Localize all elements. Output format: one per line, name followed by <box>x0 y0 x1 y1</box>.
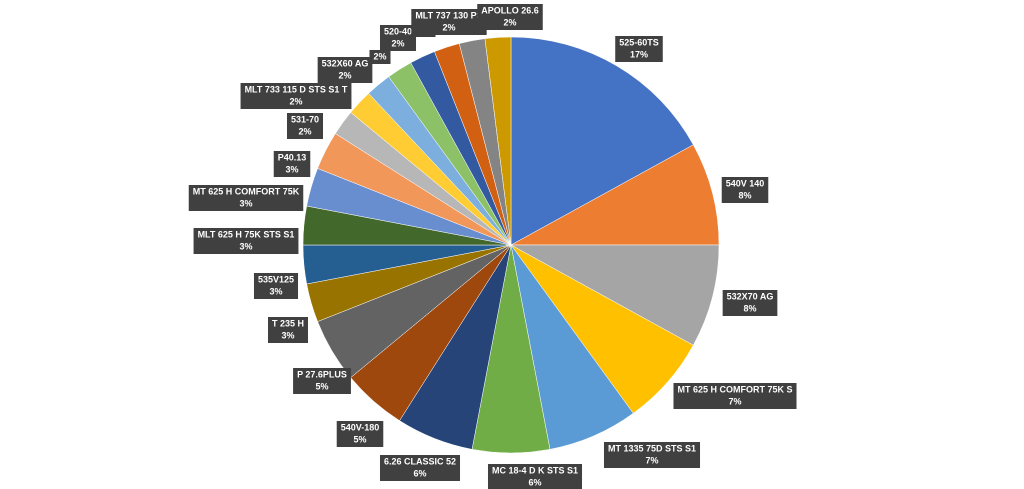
data-label-box <box>487 464 583 489</box>
data-label-value: 8% <box>743 303 756 313</box>
data-label-box <box>273 151 311 177</box>
data-label-box <box>317 57 373 83</box>
data-label-value: 2% <box>391 38 404 48</box>
data-label-category: MT 625 H COMFORT 75K S <box>677 384 792 394</box>
data-label-category: MLT 737 130 PS <box>415 10 482 20</box>
data-label: MLT 737 130 PS 2% <box>411 9 487 35</box>
data-label: 535V125 3% <box>253 273 299 299</box>
data-label-value: 7% <box>645 455 658 465</box>
data-label-value: 3% <box>281 330 294 340</box>
data-label: MT 1335 75D STS S1 7% <box>603 442 701 468</box>
data-label-value: 6% <box>528 477 541 487</box>
data-label-category: 531-70 <box>291 114 319 124</box>
data-label: APOLLO 26.6 2% <box>477 4 543 30</box>
data-label-category: MT 1335 75D STS S1 <box>608 443 696 453</box>
data-label-value: 3% <box>285 164 298 174</box>
data-label: 531-70 2% <box>286 113 324 139</box>
data-label-value: 2% <box>373 51 386 61</box>
pie-slice <box>510 144 720 246</box>
data-label-value: 5% <box>353 434 366 444</box>
pie-slice <box>510 36 694 246</box>
data-label: 520-40 2% <box>379 25 417 51</box>
data-label-category: MC 18-4 D K STS S1 <box>492 465 578 475</box>
data-label-value: 6% <box>413 468 426 478</box>
data-label-box <box>411 9 487 35</box>
data-label-value: 17% <box>630 49 648 59</box>
data-label-box <box>286 113 324 139</box>
data-label: P 27.6PLUS 5% <box>293 368 351 394</box>
data-label-box <box>240 83 352 109</box>
data-label: T 235 H 3% <box>267 317 309 343</box>
data-label-box <box>721 177 769 203</box>
data-label-category: 6.26 CLASSIC 52 <box>384 456 456 466</box>
data-label-box <box>379 25 417 51</box>
data-label-box <box>477 4 543 30</box>
data-label: 532X60 AG 2% <box>317 57 373 83</box>
data-label-box <box>267 317 309 343</box>
data-label-value: 3% <box>239 198 252 208</box>
data-label: 532X70 AG 8% <box>722 290 778 316</box>
data-label-category: 532X70 AG <box>727 291 774 301</box>
data-label: MLT 625 H 75K STS S1 3% <box>193 228 299 254</box>
data-label-category: P 27.6PLUS <box>297 369 347 379</box>
data-label-value: 2% <box>442 22 455 32</box>
data-label-value: 5% <box>315 381 328 391</box>
data-label-category: 525-60TS <box>619 37 659 47</box>
data-label-value: 2% <box>289 96 302 106</box>
data-label: 6.26 CLASSIC 52 6% <box>379 455 461 481</box>
data-label-box <box>603 442 701 468</box>
data-label-category: 520-40 <box>384 26 412 36</box>
data-label-category: MLT 733 115 D STS S1 T <box>245 84 348 94</box>
data-label-box <box>673 383 797 409</box>
data-label-value: 7% <box>728 396 741 406</box>
data-label-box <box>253 273 299 299</box>
data-label: MC 18-4 D K STS S1 6% <box>487 464 583 489</box>
data-label-category: 535V125 <box>258 274 294 284</box>
data-label-box <box>193 228 299 254</box>
data-label-category: P40.13 <box>278 152 307 162</box>
data-label-category: MLT 625 H 75K STS S1 <box>198 229 295 239</box>
data-label-box <box>379 455 461 481</box>
data-label-category: 532X60 AG <box>322 58 369 68</box>
data-label-category: MT 625 H COMFORT 75K <box>193 186 300 196</box>
data-label: 525-60TS 17% <box>615 36 663 62</box>
data-label-value: 2% <box>298 126 311 136</box>
data-label-value: 2% <box>503 17 516 27</box>
data-label-value: 2% <box>338 70 351 80</box>
data-label: MLT 733 115 D STS S1 T 2% <box>240 83 352 109</box>
data-label-value: 8% <box>738 190 751 200</box>
data-label: 540V 140 8% <box>721 177 769 203</box>
data-label: MT 625 H COMFORT 75K S 7% <box>673 383 797 409</box>
pie-slice <box>510 244 720 346</box>
data-label-box <box>369 50 391 64</box>
data-label-category: 540V 140 <box>726 178 765 188</box>
data-label-box <box>188 185 304 211</box>
data-label-box <box>722 290 778 316</box>
data-label: MT 625 H COMFORT 75K 3% <box>188 185 304 211</box>
data-label-category: T 235 H <box>272 318 304 328</box>
data-label-box <box>336 421 384 447</box>
data-label: 540V-180 5% <box>336 421 384 447</box>
data-label: 2% <box>369 50 391 64</box>
data-label-category: APOLLO 26.6 <box>481 5 539 15</box>
data-label-box <box>293 368 351 394</box>
data-label-value: 3% <box>239 241 252 251</box>
data-label: P40.13 3% <box>273 151 311 177</box>
data-label-box <box>615 36 663 62</box>
pie-slice <box>484 36 512 246</box>
data-label-category: 540V-180 <box>341 422 380 432</box>
data-label-value: 3% <box>269 286 282 296</box>
